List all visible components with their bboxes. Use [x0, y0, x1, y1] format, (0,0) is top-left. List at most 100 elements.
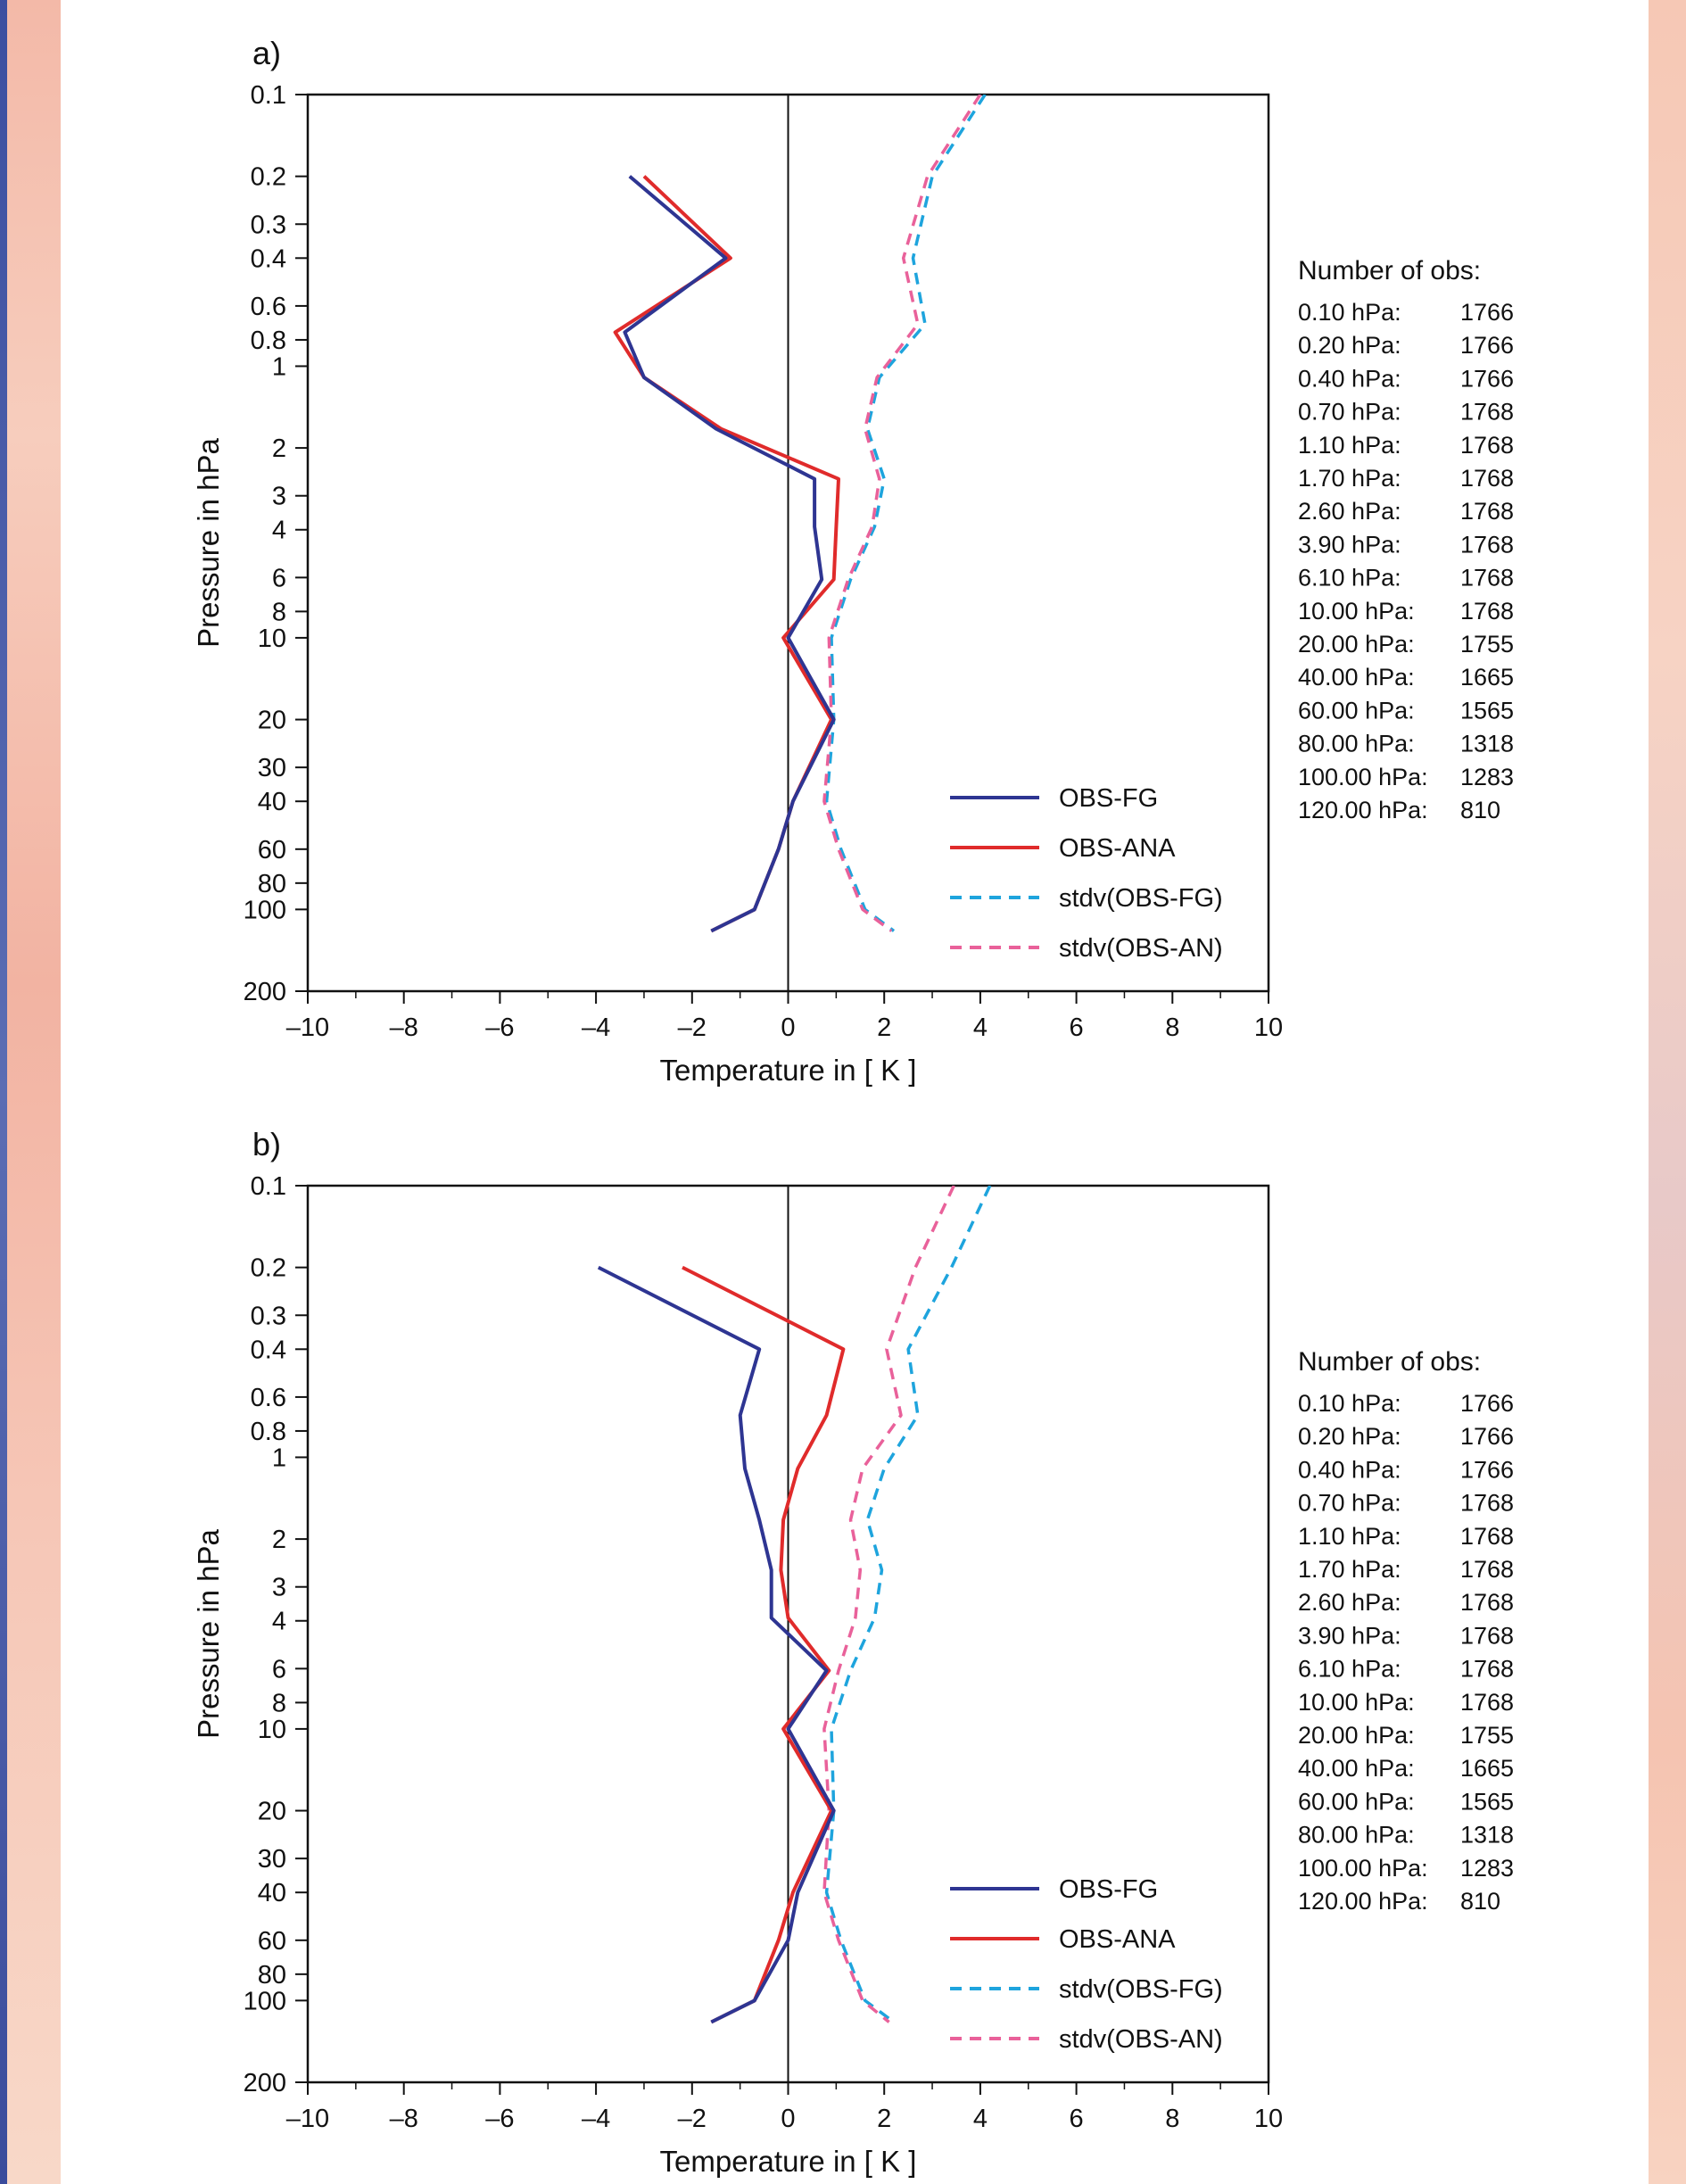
- series-line-stdv-obs-fg: [824, 95, 987, 932]
- y-tick-label: 60: [258, 1927, 286, 1956]
- series-line-obs-ana: [613, 175, 840, 933]
- obs-title: Number of obs:: [1298, 1347, 1481, 1377]
- x-tick-label: 10: [1254, 2105, 1283, 2133]
- y-tick-label: 2: [272, 434, 286, 463]
- obs-level-label: 10.00 hPa:: [1298, 1689, 1415, 1716]
- x-tick-label: –2: [678, 2105, 707, 2133]
- obs-count-value: 1766: [1460, 1423, 1514, 1450]
- obs-level-label: 2.60 hPa:: [1298, 1589, 1401, 1616]
- series-line-obs-fg: [623, 175, 836, 933]
- obs-level-label: 60.00 hPa:: [1298, 1788, 1415, 1815]
- legend-label: OBS-FG: [1059, 1875, 1158, 1904]
- obs-count-value: 1768: [1460, 1556, 1514, 1583]
- y-tick-label: 0.4: [251, 1336, 286, 1364]
- obs-count-value: 1768: [1460, 1523, 1514, 1550]
- obs-level-label: 1.10 hPa:: [1298, 1523, 1401, 1550]
- x-axis-title: Temperature in [ K ]: [660, 2145, 917, 2178]
- y-tick-label: 40: [258, 788, 286, 816]
- y-tick-label: 0.6: [251, 293, 286, 321]
- y-tick-label: 0.8: [251, 1418, 286, 1446]
- x-tick-label: 4: [973, 1013, 988, 1042]
- y-tick-label: 0.3: [251, 211, 286, 239]
- obs-count-value: 1766: [1460, 1390, 1514, 1417]
- obs-level-label: 20.00 hPa:: [1298, 1722, 1415, 1749]
- y-tick-label: 0.1: [251, 1172, 286, 1201]
- left-blue-stripe: [0, 0, 7, 2184]
- obs-level-label: 80.00 hPa:: [1298, 731, 1415, 757]
- obs-count-value: 1768: [1460, 498, 1514, 525]
- y-tick-label: 0.8: [251, 327, 286, 355]
- obs-level-label: 10.00 hPa:: [1298, 598, 1415, 625]
- obs-count-value: 1565: [1460, 697, 1514, 724]
- obs-level-label: 0.10 hPa:: [1298, 299, 1401, 326]
- legend-label: OBS-FG: [1059, 784, 1158, 813]
- obs-count-value: 1283: [1460, 764, 1514, 790]
- x-tick-label: –6: [485, 1013, 514, 1042]
- legend-label: OBS-ANA: [1059, 834, 1176, 863]
- y-tick-label: 8: [272, 1689, 286, 1717]
- obs-level-label: 2.60 hPa:: [1298, 498, 1401, 525]
- legend-label: stdv(OBS-AN): [1059, 2025, 1223, 2054]
- obs-level-label: 40.00 hPa:: [1298, 1755, 1415, 1782]
- obs-count-value: 1766: [1460, 1456, 1514, 1483]
- obs-count-value: 1665: [1460, 1755, 1514, 1782]
- obs-level-label: 120.00 hPa:: [1298, 1888, 1428, 1915]
- obs-count-value: 1768: [1460, 1689, 1514, 1716]
- obs-count-value: 1768: [1460, 531, 1514, 558]
- obs-level-label: 1.70 hPa:: [1298, 1556, 1401, 1583]
- obs-level-label: 0.70 hPa:: [1298, 399, 1401, 426]
- chart-b: b)–10 –8 –6 –4 –2 0 2 4 6 8 100.10.20.30.40.60.812…: [192, 1126, 1514, 2178]
- x-tick-label: –4: [582, 1013, 610, 1042]
- obs-level-label: 0.10 hPa:: [1298, 1390, 1401, 1417]
- obs-level-label: 6.10 hPa:: [1298, 565, 1401, 592]
- obs-level-label: 80.00 hPa:: [1298, 1822, 1415, 1849]
- panel-label: a): [252, 35, 281, 71]
- y-tick-label: 100: [244, 896, 286, 924]
- legend-label: OBS-ANA: [1059, 1925, 1176, 1954]
- obs-level-label: 100.00 hPa:: [1298, 1855, 1428, 1882]
- y-tick-label: 100: [244, 1987, 286, 2015]
- obs-count-value: 1665: [1460, 664, 1514, 691]
- obs-count-value: 810: [1460, 1888, 1500, 1915]
- obs-level-label: 0.70 hPa:: [1298, 1490, 1401, 1517]
- figure-svg: a)–10 –8 –6 –4 –2 0 2 4 6 8 100.10.20.30.40.60.812…: [192, 35, 1514, 2178]
- y-tick-label: 0.6: [251, 1384, 286, 1412]
- y-tick-label: 8: [272, 598, 286, 626]
- y-tick-label: 20: [258, 707, 286, 735]
- x-tick-label: 8: [1165, 1013, 1179, 1042]
- y-tick-label: 1: [272, 352, 286, 381]
- y-tick-label: 2: [272, 1526, 286, 1554]
- obs-level-label: 0.20 hPa:: [1298, 332, 1401, 359]
- y-tick-label: 80: [258, 1961, 286, 1990]
- legend-label: stdv(OBS-AN): [1059, 934, 1223, 963]
- series-line-stdv-obs-an: [822, 1186, 955, 2023]
- x-tick-label: –10: [286, 1013, 329, 1042]
- y-tick-label: 0.4: [251, 244, 286, 273]
- y-tick-label: 20: [258, 1798, 286, 1826]
- x-tick-label: 0: [781, 1013, 795, 1042]
- obs-count-value: 1755: [1460, 1722, 1514, 1749]
- obs-count-value: 1755: [1460, 631, 1514, 658]
- obs-level-label: 100.00 hPa:: [1298, 764, 1428, 790]
- y-tick-label: 4: [272, 517, 286, 545]
- obs-count-value: 1565: [1460, 1788, 1514, 1815]
- figure-panel: a) –10 –8 –6 –4 –2 0 2 4 6 8 10 0.1 0.2 0.3 0.4 0.6 0.8 1 2…: [61, 0, 1649, 2184]
- chart-a: a)–10 –8 –6 –4 –2 0 2 4 6 8 100.10.20.30.40.60.812…: [192, 35, 1514, 1087]
- obs-level-label: 3.90 hPa:: [1298, 531, 1401, 558]
- y-tick-label: 60: [258, 836, 286, 864]
- y-tick-label: 0.2: [251, 163, 286, 192]
- obs-count-value: 1768: [1460, 1622, 1514, 1649]
- y-tick-label: 6: [272, 1655, 286, 1684]
- obs-level-label: 0.40 hPa:: [1298, 1456, 1401, 1483]
- x-tick-label: 6: [1070, 2105, 1084, 2133]
- x-tick-label: –6: [485, 2105, 514, 2133]
- obs-count-value: 1318: [1460, 731, 1514, 757]
- obs-level-label: 120.00 hPa:: [1298, 797, 1428, 823]
- obs-level-label: 0.40 hPa:: [1298, 365, 1401, 392]
- x-tick-label: 2: [877, 1013, 891, 1042]
- obs-level-label: 40.00 hPa:: [1298, 664, 1415, 691]
- legend-label: stdv(OBS-FG): [1059, 1975, 1223, 2004]
- obs-count-value: 1768: [1460, 1589, 1514, 1616]
- obs-count-value: 1768: [1460, 465, 1514, 492]
- y-tick-label: 30: [258, 754, 286, 782]
